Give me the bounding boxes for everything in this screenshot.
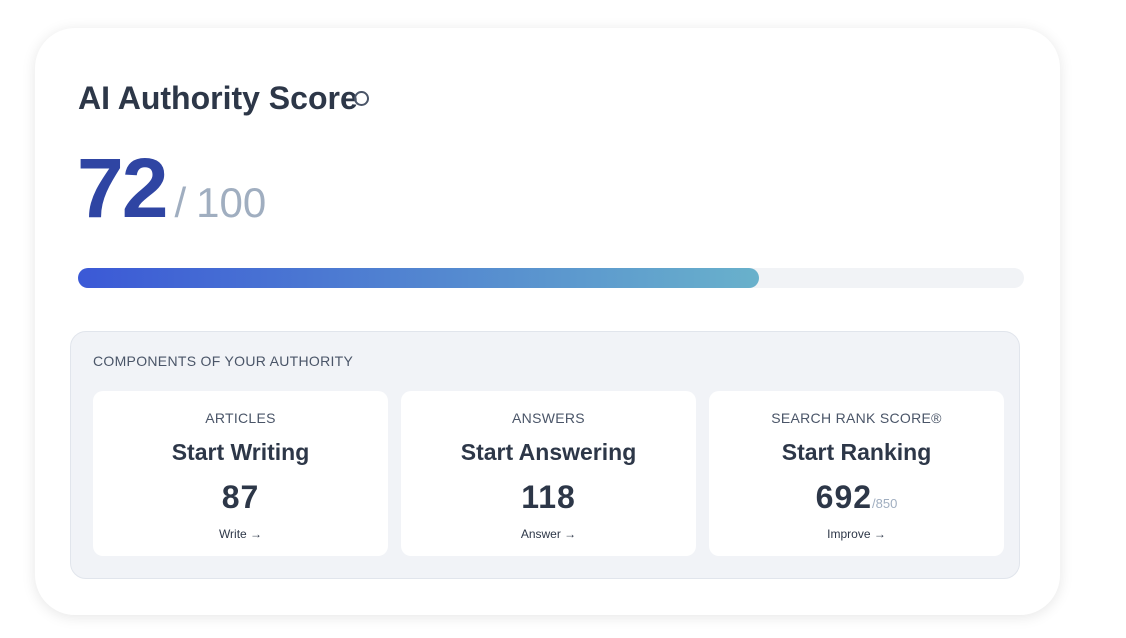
component-tile: ANSWERS Start Answering 118 Answer → xyxy=(401,391,696,556)
separator: / xyxy=(174,179,187,226)
score-max: /100 xyxy=(174,179,266,227)
progress-fill xyxy=(78,268,760,288)
component-title[interactable]: Start Answering xyxy=(460,439,637,465)
component-value: 87 xyxy=(221,479,260,515)
component-link[interactable]: Answer → xyxy=(520,527,577,541)
component-label: ARTICLES xyxy=(205,410,276,426)
info-icon[interactable] xyxy=(353,91,369,106)
score-row: 72 /100 xyxy=(77,140,266,237)
component-link[interactable]: Write → xyxy=(218,527,263,541)
component-value-row: 118 xyxy=(401,479,696,516)
authority-card: AI Authority Score 72 /100 COMPONENTS OF… xyxy=(35,28,1060,615)
component-title[interactable]: Start Writing xyxy=(171,439,310,465)
components-heading: COMPONENTS OF YOUR AUTHORITY xyxy=(93,353,354,369)
component-label: ANSWERS xyxy=(512,410,585,426)
max-value: 100 xyxy=(196,179,267,226)
component-link[interactable]: Improve → xyxy=(827,527,886,541)
component-value-row: 692/850 xyxy=(709,479,1004,516)
component-suffix: /850 xyxy=(872,496,898,511)
card-title-row: AI Authority Score xyxy=(78,80,369,117)
component-value-row: 87 xyxy=(93,479,388,516)
component-label: SEARCH RANK SCORE® xyxy=(771,410,942,426)
components-panel: COMPONENTS OF YOUR AUTHORITY ARTICLES Sta… xyxy=(70,331,1020,579)
progress-track xyxy=(78,268,1024,288)
component-tile: SEARCH RANK SCORE® Start Ranking 692/850 Im… xyxy=(709,391,1004,556)
component-tile: ARTICLES Start Writing 87 Write → xyxy=(93,391,388,556)
component-title[interactable]: Start Ranking xyxy=(781,439,932,465)
card-title: AI Authority Score xyxy=(78,80,358,116)
component-value: 118 xyxy=(521,479,576,515)
component-value: 692 xyxy=(815,479,873,515)
component-tiles: ARTICLES Start Writing 87 Write → ANSWERS Sta… xyxy=(93,391,1004,556)
score: 72 xyxy=(77,141,168,235)
